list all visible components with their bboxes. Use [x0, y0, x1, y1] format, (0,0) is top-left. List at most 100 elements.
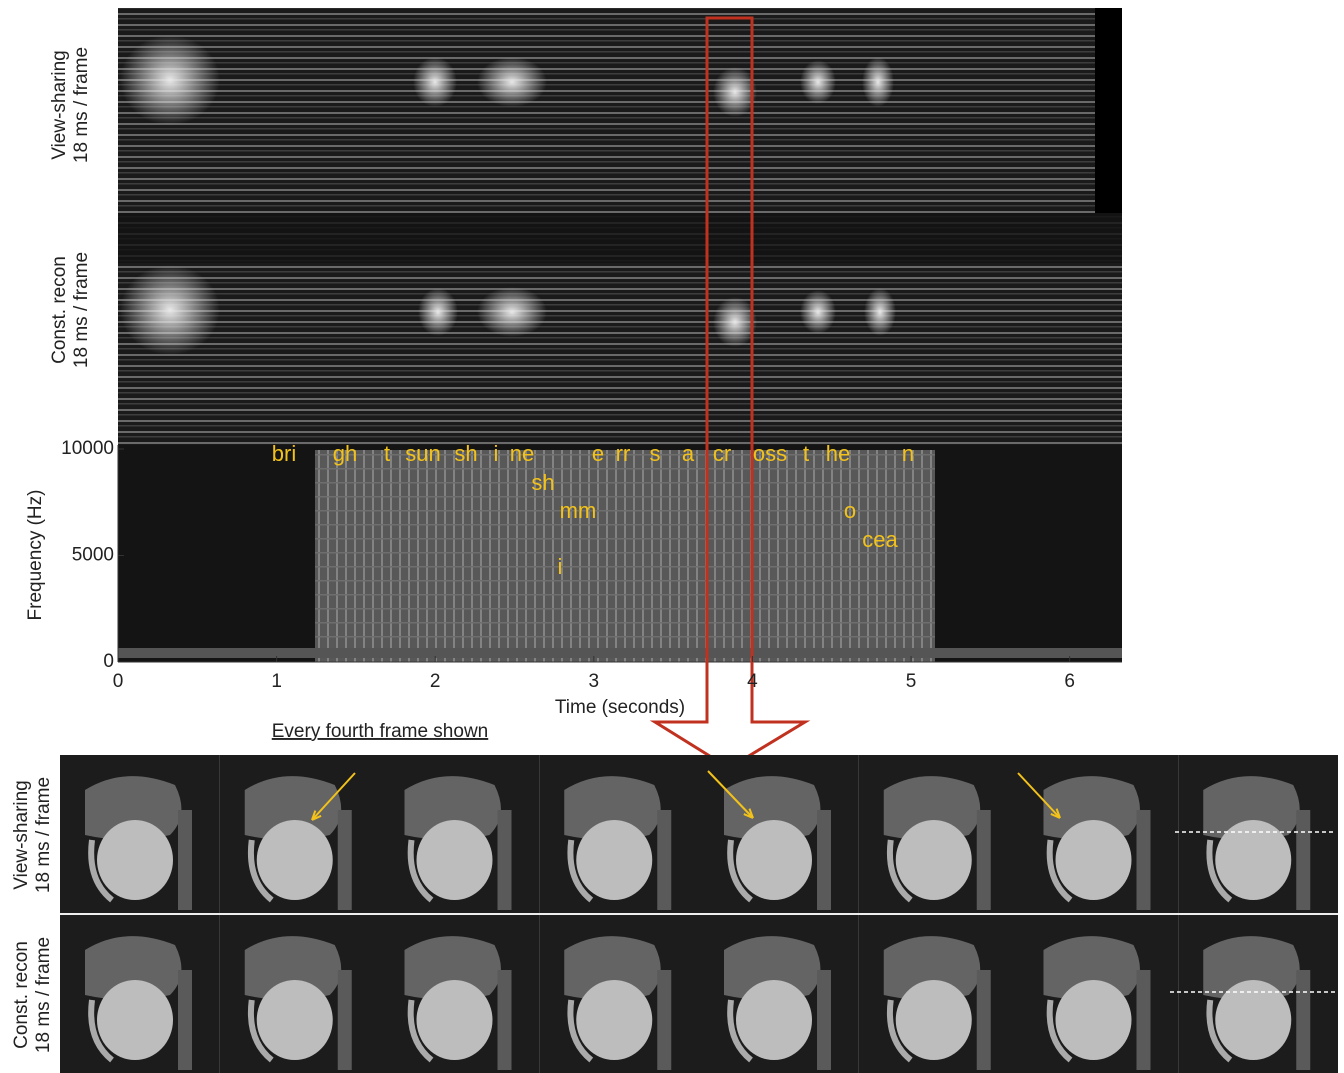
- mri-spine: [337, 810, 352, 910]
- yellow-arrowhead: [311, 810, 322, 821]
- phoneme-label: bri: [272, 441, 296, 466]
- mri-tongue: [97, 980, 173, 1060]
- mri-head: [883, 776, 981, 840]
- mri-spine: [657, 970, 672, 1070]
- mri-tongue: [1215, 820, 1292, 900]
- mri-jaw: [887, 999, 913, 1063]
- mri-head: [724, 936, 821, 1000]
- mri-jaw: [407, 839, 434, 903]
- mri-spine: [1136, 970, 1151, 1070]
- phoneme-label: s: [650, 441, 661, 466]
- mri-tongue: [736, 980, 812, 1060]
- mri-spine: [976, 970, 991, 1070]
- mri-tongue: [416, 820, 493, 900]
- phoneme-label: cea: [862, 527, 898, 552]
- mri-tongue: [576, 980, 653, 1060]
- yellow-arrowhead: [1050, 808, 1061, 819]
- caption: Every fourth frame shown: [272, 721, 488, 742]
- image-band: [118, 213, 1122, 263]
- mri-tongue: [895, 820, 972, 900]
- mri-spine: [1296, 970, 1311, 1070]
- yellow-arrow: [1017, 772, 1061, 819]
- mri-tongue: [895, 980, 972, 1060]
- mri-head: [724, 776, 821, 840]
- phoneme-label: oss: [753, 441, 787, 466]
- row-label: Const. recon: [49, 256, 70, 364]
- phoneme-label: t: [384, 441, 390, 466]
- mri-head: [883, 936, 981, 1000]
- mri-spine: [497, 810, 512, 910]
- mri-spine: [1136, 810, 1151, 910]
- mri-tongue: [1055, 980, 1132, 1060]
- x-tick-label: 4: [747, 671, 758, 692]
- phoneme-label: cr: [713, 441, 731, 466]
- phoneme-label: gh: [333, 441, 357, 466]
- x-tick-label: 6: [1064, 671, 1075, 692]
- mri-tongue: [576, 820, 653, 900]
- phoneme-label: n: [902, 441, 914, 466]
- mri-jaw: [1046, 839, 1073, 903]
- row-label: 18 ms / frame: [71, 47, 92, 163]
- phoneme-label: a: [682, 441, 695, 466]
- mri-head: [1043, 776, 1140, 840]
- yellow-arrow: [311, 772, 356, 821]
- mri-head: [244, 936, 342, 1000]
- phoneme-label: ne: [510, 441, 534, 466]
- x-tick-label: 2: [430, 671, 441, 692]
- mri-tongue: [1055, 820, 1132, 900]
- mri-head: [85, 936, 182, 1000]
- phoneme-label: t: [803, 441, 809, 466]
- image-panel: [118, 8, 1122, 213]
- phoneme-label: mm: [560, 498, 597, 523]
- mri-head: [564, 776, 661, 840]
- mri-spine: [1296, 810, 1311, 910]
- mri-head: [404, 776, 501, 840]
- mri-jaw: [1046, 999, 1073, 1063]
- mri-head: [1043, 936, 1140, 1000]
- image-highlights: [120, 35, 896, 355]
- phoneme-label: o: [844, 498, 856, 523]
- mri-spine: [817, 810, 831, 910]
- phoneme-label: e: [592, 441, 604, 466]
- mri-tongue: [416, 980, 493, 1060]
- mri-tongue: [256, 820, 333, 900]
- phoneme-label: rr: [616, 441, 631, 466]
- mri-jaw: [727, 839, 753, 903]
- mri-head: [564, 936, 661, 1000]
- yellow-arrow: [707, 770, 754, 819]
- y-tick-label: 5000: [72, 545, 114, 566]
- mri-tongue: [1215, 980, 1292, 1060]
- mri-spine: [178, 970, 192, 1070]
- mri-jaw: [248, 839, 274, 903]
- mri-spine: [976, 810, 991, 910]
- phoneme-label: i: [558, 554, 563, 579]
- mri-jaw: [567, 839, 594, 903]
- phoneme-label: sh: [454, 441, 477, 466]
- mri-spine: [337, 970, 352, 1070]
- spectrogram-low: [118, 648, 1122, 658]
- x-tick-label: 0: [113, 671, 124, 692]
- spectrogram-energy: [315, 450, 935, 662]
- row-label: 18 ms / frame: [33, 937, 54, 1053]
- mri-jaw: [88, 839, 114, 903]
- y-axis-label: Frequency (Hz): [25, 490, 46, 621]
- red-arrow: [649, 16, 811, 770]
- mri-spine: [178, 810, 192, 910]
- mri-jaw: [567, 999, 594, 1063]
- mri-spine: [497, 970, 512, 1070]
- mri-jaw: [727, 999, 753, 1063]
- phoneme-label: i: [494, 441, 499, 466]
- row-label: Const. recon: [11, 941, 32, 1049]
- phoneme-label: sh: [531, 470, 554, 495]
- mri-jaw: [887, 839, 913, 903]
- row-label: View-sharing: [49, 50, 70, 159]
- row-label: 18 ms / frame: [71, 252, 92, 368]
- x-tick-label: 1: [271, 671, 282, 692]
- y-tick-label: 0: [103, 651, 114, 672]
- frame-strip: [60, 755, 1338, 1073]
- mri-spine: [817, 970, 831, 1070]
- mri-head: [1203, 776, 1300, 840]
- mri-tongue: [736, 820, 812, 900]
- mri-head: [1203, 936, 1300, 1000]
